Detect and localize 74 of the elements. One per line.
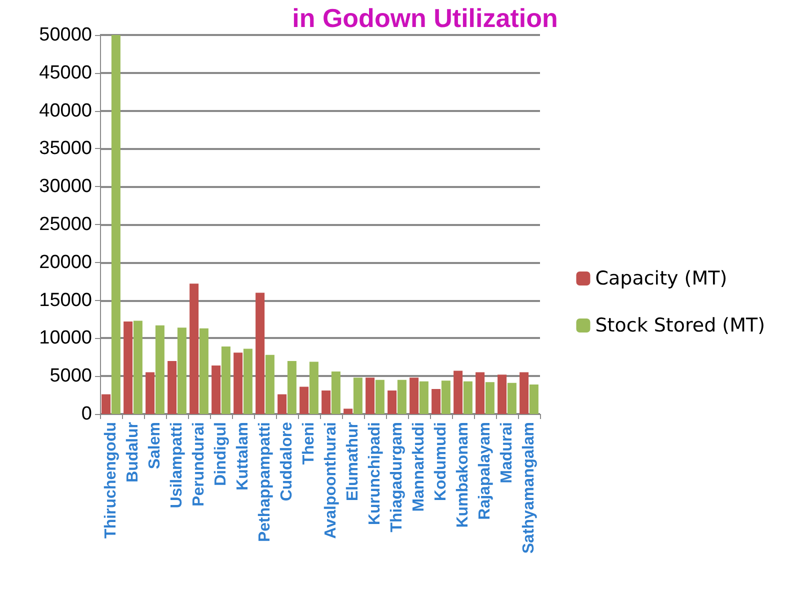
chart-title: in Godown Utilization — [292, 3, 558, 33]
bar — [243, 348, 252, 414]
bar — [498, 374, 507, 414]
bar — [322, 390, 331, 414]
x-tick-label: Kurunchipadi — [366, 422, 384, 526]
x-tick-label: Salem — [146, 422, 164, 470]
bar — [155, 325, 164, 414]
bar — [432, 388, 441, 414]
x-tick-label: Madurai — [498, 422, 516, 484]
bar — [111, 35, 120, 414]
bar — [441, 380, 450, 414]
bar — [476, 372, 485, 414]
x-tick-label: Perundurai — [190, 422, 208, 506]
x-tick-label: Thiagadurgam — [388, 422, 406, 532]
bar — [265, 354, 274, 414]
bar — [419, 381, 428, 414]
x-tick-label: Kumbakonam — [454, 422, 472, 528]
y-tick-label: 40000 — [39, 100, 92, 122]
bar — [344, 408, 353, 414]
bar — [353, 378, 362, 414]
bar — [366, 378, 375, 414]
legend-label: Capacity (MT) — [595, 268, 728, 290]
x-tick-label: Sathyamangalam — [520, 422, 538, 554]
y-tick-label: 30000 — [39, 176, 92, 198]
y-tick-label: 45000 — [39, 62, 92, 84]
bar — [520, 372, 529, 414]
x-tick-label: Thiruchengodu — [102, 422, 120, 538]
bar — [102, 394, 111, 414]
bar — [124, 322, 133, 414]
x-tick-label: Usilampatti — [168, 422, 186, 508]
x-tick-label: Elumathur — [344, 422, 362, 502]
y-tick-label: 10000 — [39, 328, 92, 349]
legend-label: Stock Stored (MT) — [595, 314, 766, 336]
bar — [234, 352, 243, 414]
y-tick-label: 5000 — [50, 366, 92, 387]
bar — [221, 346, 230, 414]
x-tick-label: Cuddalore — [278, 422, 296, 502]
bar — [199, 328, 208, 414]
y-tick-label: 35000 — [39, 138, 92, 160]
bar — [256, 292, 265, 414]
bar — [278, 394, 287, 414]
y-tick-label: 50000 — [39, 24, 92, 46]
x-tick-label: Dindigul — [212, 422, 230, 486]
bar — [397, 380, 406, 414]
bar — [388, 390, 397, 414]
y-tick-label: 25000 — [39, 214, 92, 235]
bar — [375, 380, 384, 414]
bar — [454, 370, 463, 414]
x-tick-label: Theni — [300, 422, 318, 465]
bar — [331, 372, 340, 414]
bar — [287, 360, 296, 414]
x-tick-label: Kodumudi — [432, 422, 450, 502]
x-tick-label: Pethappampatti — [256, 422, 274, 542]
x-tick-label: Avalpoonthurai — [322, 422, 340, 539]
bar — [212, 365, 221, 414]
bar — [300, 386, 309, 414]
bar — [309, 362, 318, 414]
x-tick-label: Kuttalam — [234, 422, 252, 490]
bar — [507, 382, 516, 414]
bar — [177, 328, 186, 414]
bar — [146, 372, 155, 414]
bar — [485, 382, 494, 414]
bar — [410, 378, 419, 414]
x-tick-label: Rajapalayam — [476, 422, 494, 520]
bar — [463, 381, 472, 414]
y-tick-label: 20000 — [39, 252, 92, 273]
bar — [133, 320, 142, 414]
y-tick-label: 15000 — [39, 290, 92, 311]
x-tick-label: Mannarkudi — [410, 422, 428, 512]
bar — [190, 284, 199, 414]
bar — [168, 360, 177, 414]
y-tick-label: 0 — [81, 404, 92, 424]
bar — [529, 384, 538, 414]
x-tick-label: Budalur — [124, 422, 142, 482]
